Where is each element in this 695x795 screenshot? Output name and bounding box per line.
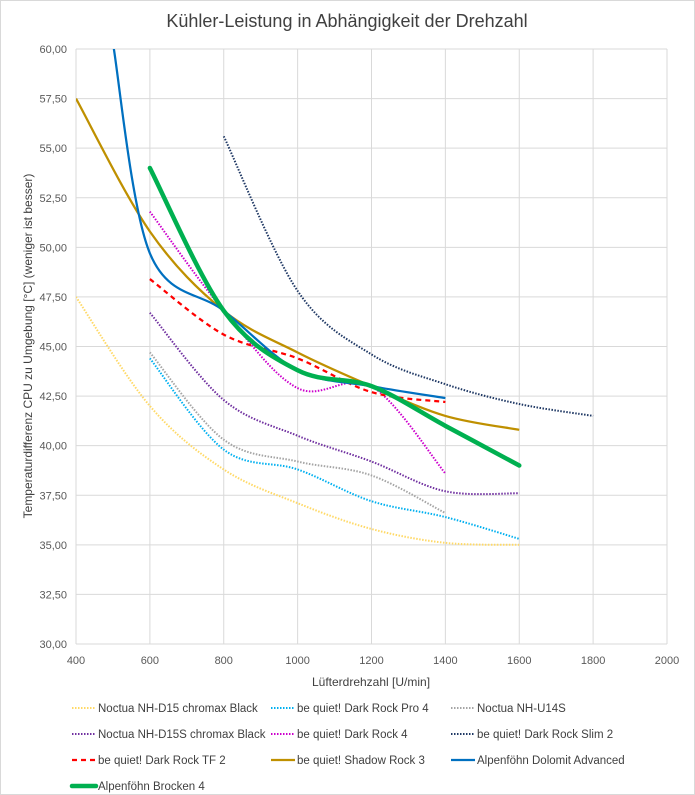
x-tick-label: 2000	[655, 655, 679, 667]
y-tick-label: 47,50	[39, 292, 67, 304]
series-line-alpenf-hn-brocken-4	[147, 165, 522, 468]
legend-label-alpenf-hn-brocken-4: Alpenföhn Brocken 4	[98, 781, 205, 793]
legend-label-alpenf-hn-dolomit-advanced: Alpenföhn Dolomit Advanced	[477, 755, 625, 767]
y-tick-label: 30,00	[39, 639, 67, 651]
series-line-be-quiet-dark-rock-4	[149, 211, 447, 475]
y-tick-label: 37,50	[39, 490, 67, 502]
y-tick-label: 35,00	[39, 540, 67, 552]
y-axis-title: Temperaturdifferenz CPU zu Umgebung [°C]…	[21, 174, 35, 519]
legend-label-noctua-nh-d15-chromax-black: Noctua NH-D15 chromax Black	[98, 703, 258, 715]
y-tick-label: 60,00	[39, 44, 67, 56]
legend-label-be-quiet-dark-rock-4: be quiet! Dark Rock 4	[297, 729, 408, 741]
x-tick-label: 400	[67, 655, 85, 667]
x-axis-ticks: 400 600 800 1000 1200 1400 1600 1800 2000	[67, 655, 679, 667]
legend-label-be-quiet-dark-rock-slim-2: be quiet! Dark Rock Slim 2	[477, 729, 613, 741]
y-tick-label: 32,50	[39, 589, 67, 601]
y-tick-label: 55,00	[39, 143, 67, 155]
y-tick-label: 57,50	[39, 94, 67, 106]
y-tick-label: 52,50	[39, 193, 67, 205]
series-line-noctua-nh-u14s	[149, 351, 446, 514]
x-tick-label: 800	[215, 655, 233, 667]
series-line-alpenf-hn-dolomit-advanced	[112, 49, 446, 400]
y-tick-label: 45,00	[39, 342, 67, 354]
y-tick-label: 50,00	[39, 242, 67, 254]
x-tick-label: 600	[141, 655, 159, 667]
y-tick-label: 40,00	[39, 441, 67, 453]
y-axis-ticks: 30,00 32,50 35,00 37,50 40,00 42,50 45,00 47,50…	[39, 44, 67, 651]
y-tick-label: 42,50	[39, 391, 67, 403]
x-axis-title: Lüfterdrehzahl [U/min]	[312, 675, 430, 689]
legend-label-be-quiet-dark-rock-tf-2: be quiet! Dark Rock TF 2	[98, 755, 226, 767]
x-tick-label: 1400	[433, 655, 457, 667]
x-tick-label: 1200	[359, 655, 383, 667]
gridlines	[75, 48, 668, 645]
legend-label-be-quiet-shadow-rock-3: be quiet! Shadow Rock 3	[297, 755, 425, 767]
chart-title: Kühler-Leistung in Abhängigkeit der Dreh…	[166, 11, 527, 31]
legend-label-noctua-nh-u14s: Noctua NH-U14S	[477, 703, 566, 715]
x-tick-label: 1000	[285, 655, 309, 667]
series-line-be-quiet-dark-rock-slim-2	[222, 135, 594, 417]
legend-label-be-quiet-dark-rock-pro-4: be quiet! Dark Rock Pro 4	[297, 703, 429, 715]
x-tick-label: 1800	[581, 655, 605, 667]
legend-label-noctua-nh-d15s-chromax-black: Noctua NH-D15S chromax Black	[98, 729, 266, 741]
series-line-noctua-nh-d15s-chromax-black	[149, 312, 520, 496]
series-group	[76, 49, 594, 546]
x-tick-label: 1600	[507, 655, 531, 667]
legend: Noctua NH-D15 chromax Black be quiet! Dar…	[69, 703, 625, 793]
series-line-be-quiet-dark-rock-pro-4	[149, 357, 520, 540]
